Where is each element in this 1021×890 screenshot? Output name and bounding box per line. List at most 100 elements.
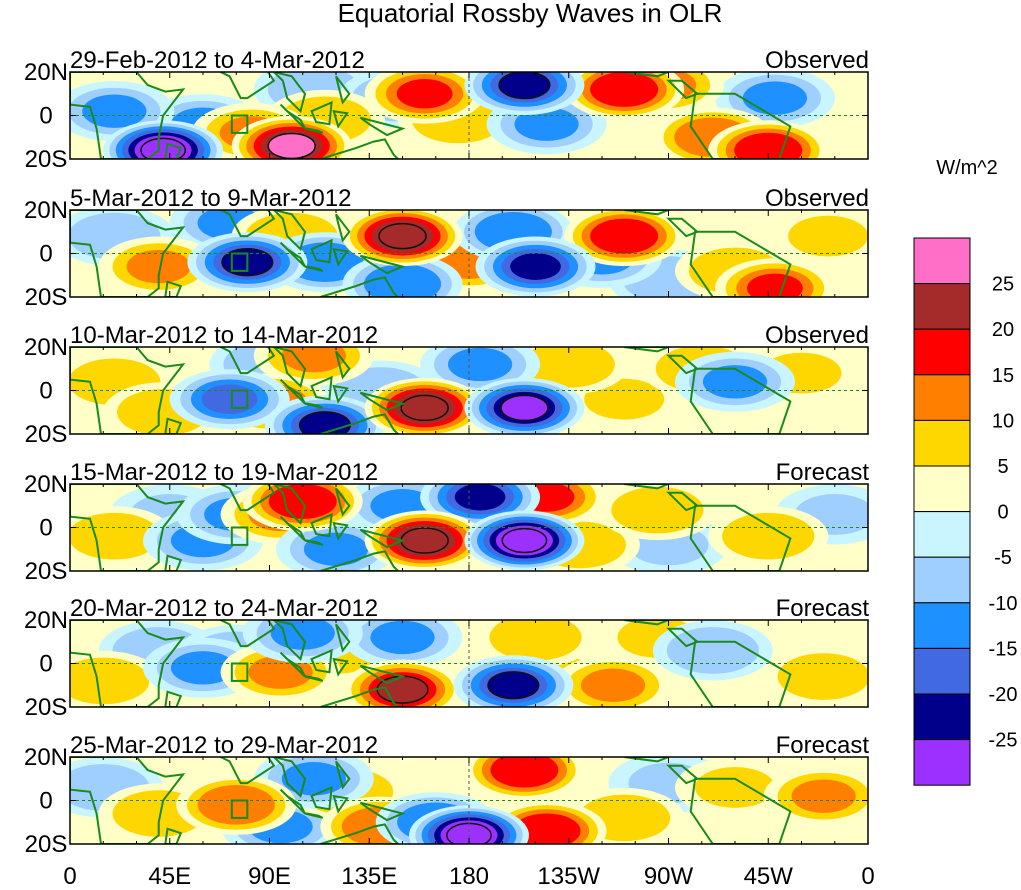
y-tick-label: 20N (24, 607, 68, 634)
x-tick-label: 180 (449, 863, 489, 890)
coastline (218, 484, 276, 512)
coastline (164, 417, 183, 434)
contour-level (400, 527, 449, 554)
coastline (70, 620, 186, 707)
colorbar-swatch (913, 647, 971, 695)
anomaly-cell (464, 510, 585, 571)
coastline (70, 210, 186, 297)
panel-status: Forecast (776, 595, 870, 622)
coastline (332, 521, 349, 541)
panel-period: 5-Mar-2012 to 9-Mar-2012 (70, 185, 351, 212)
coastline (279, 103, 306, 130)
colorbar-swatch (913, 693, 971, 741)
colorbar-label: 15 (992, 365, 1014, 387)
panel-period: 10-Mar-2012 to 14-Mar-2012 (70, 322, 378, 349)
anomaly-cell (553, 655, 674, 707)
coastline (689, 504, 792, 571)
contour-level (447, 347, 513, 382)
y-tick-label: 0 (39, 378, 52, 405)
contour-level (680, 633, 745, 668)
coastline (332, 247, 349, 267)
colorbar: 25 20 15 10 5 0 -5 -10 -15 -20 -25 (913, 237, 1018, 786)
anomaly-cell (176, 774, 297, 835)
contour-level (791, 779, 856, 813)
contour-level (303, 532, 369, 566)
contour-level (584, 378, 665, 420)
coastline (310, 512, 333, 538)
colorbar-label: 25 (992, 274, 1014, 296)
anomaly-cell (364, 510, 485, 571)
coastline (164, 280, 183, 297)
x-axis: 0 45E 90E 135E 180 135W 90W 45W 0 (63, 863, 874, 890)
coastline (70, 347, 186, 434)
coastline (320, 823, 400, 844)
y-tick-label: 0 (39, 651, 52, 678)
coastlines (70, 484, 792, 571)
coastline (279, 241, 306, 268)
anomaly-cell (453, 655, 574, 707)
x-tick-label: 0 (861, 863, 874, 890)
anomaly-cell (231, 115, 352, 159)
contour-level (267, 132, 316, 159)
coastline (310, 238, 333, 264)
contour-level (396, 79, 453, 109)
contour-level (376, 675, 429, 704)
colorbar-swatch (913, 283, 971, 330)
coastline (332, 384, 349, 404)
panel-status: Observed (765, 322, 869, 349)
coastline (310, 648, 333, 674)
x-tick-label: 45W (744, 863, 794, 890)
contour-level (742, 81, 808, 115)
coastline (310, 785, 333, 811)
coastlines (70, 757, 792, 844)
anomaly-cell (464, 377, 585, 434)
anomaly-field (70, 72, 868, 159)
anomaly-cell (763, 766, 868, 827)
anomaly-cell (98, 236, 219, 297)
y-tick-label: 20S (25, 831, 68, 858)
coastline (689, 230, 792, 297)
coastline (624, 347, 669, 353)
coastline (320, 413, 400, 434)
colorbar-swatch (913, 602, 971, 649)
contour-level (126, 796, 191, 831)
colorbar-swatch (913, 511, 971, 558)
contour-level (625, 493, 690, 527)
coastline (218, 72, 276, 100)
coastline (279, 515, 306, 542)
coastline (320, 276, 400, 297)
anomaly-cell (763, 646, 868, 707)
coastline (689, 92, 792, 159)
colorbar-label: -20 (989, 684, 1018, 706)
contour-level (281, 347, 346, 373)
colorbar-label: 10 (992, 410, 1014, 432)
anomaly-cell (364, 377, 485, 434)
anomaly-cell (708, 120, 829, 159)
x-tick-label: 45E (148, 863, 191, 890)
anomaly-cell (103, 120, 224, 159)
panel-6: 20N 0 20S 25-Mar-2012 to 29-Mar-2012 Forecas… (24, 732, 869, 858)
contour-level (747, 273, 803, 297)
coastline (272, 210, 307, 252)
coastline (335, 213, 351, 243)
x-tick-label: 0 (63, 863, 76, 890)
coastline (164, 554, 183, 571)
coastline (279, 788, 306, 815)
panel-3: 20N 0 20S 10-Mar-2012 to 14-Mar-2012 Observe… (24, 322, 869, 448)
contour-level (521, 817, 572, 844)
x-tick-label: 90W (644, 863, 694, 890)
contour-level (454, 484, 506, 511)
coastline (70, 757, 186, 844)
coastline (304, 402, 324, 409)
coastline (359, 254, 406, 275)
coastline (279, 378, 306, 405)
coastline (320, 138, 400, 159)
anomaly-cell (342, 253, 463, 297)
colorbar-label: -5 (994, 547, 1012, 569)
coastlines (70, 347, 792, 434)
panel-status: Observed (765, 185, 869, 212)
coastline (332, 794, 349, 814)
panel-2: 20N 0 20S 5-Mar-2012 to 9-Mar-2012 Observed (24, 185, 869, 311)
contour-level (487, 671, 540, 700)
coastline (218, 757, 276, 785)
